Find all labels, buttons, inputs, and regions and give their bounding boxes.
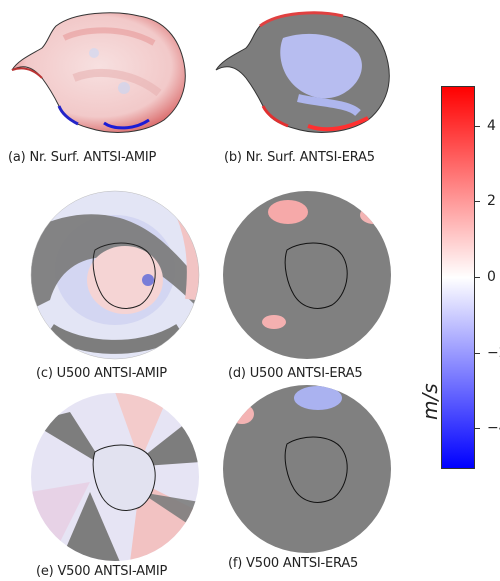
panel-d-map [222,190,392,360]
colorbar-tick-label: 2 [487,193,496,209]
colorbar [441,86,475,469]
panel-c-caption: (c) U500 ANTSI-AMIP [36,366,167,381]
colorbar-tickmark [475,428,480,429]
panel-b-map [208,8,398,138]
panel-b-caption: (b) Nr. Surf. ANTSI-ERA5 [224,150,375,165]
panel-e-map [30,392,200,562]
panel-e-caption: (e) V500 ANTSI-AMIP [36,564,168,579]
colorbar-tick-label: −2 [487,345,500,361]
panel-c-map [30,190,200,360]
colorbar-unit-label: m/s [418,383,442,420]
panel-f-caption: (f) V500 ANTSI-ERA5 [228,556,359,571]
colorbar-tick-label: −4 [487,420,500,436]
colorbar-tickmark [475,277,480,278]
colorbar-tickmark [475,201,480,202]
panel-f-map [222,384,392,554]
panel-a-caption: (a) Nr. Surf. ANTSI-AMIP [8,150,157,165]
colorbar-tick-label: 0 [487,269,496,285]
panel-d-caption: (d) U500 ANTSI-ERA5 [228,366,363,381]
colorbar-tickmark [475,353,480,354]
colorbar-tickmark [475,126,480,127]
colorbar-tick-label: 4 [487,118,496,134]
panel-a-map [4,8,194,138]
